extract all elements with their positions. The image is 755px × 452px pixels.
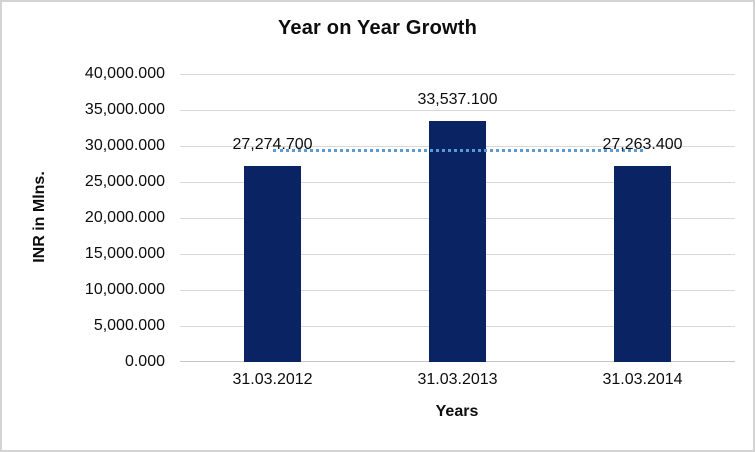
x-axis-tick-label: 31.03.2012 (232, 371, 313, 388)
bar-value-label: 33,537.100 (417, 90, 498, 108)
gridline (180, 74, 735, 75)
bar-31.03.2014 (614, 165, 671, 362)
y-axis-tick-label: 15,000.000 (84, 245, 165, 262)
bar-value-label: 27,263.400 (602, 135, 683, 153)
y-axis-tick-label: 30,000.000 (84, 137, 165, 154)
plot-area (180, 74, 735, 362)
bar-value-label: 27,274.700 (232, 135, 313, 153)
gridline (180, 110, 735, 111)
y-axis-tick-label: 5,000.000 (93, 317, 165, 334)
bar-31.03.2013 (429, 120, 486, 362)
y-axis-tick-label: 35,000.000 (84, 101, 165, 118)
x-axis-title: Years (435, 403, 479, 420)
y-axis-tick-label: 25,000.000 (84, 173, 165, 190)
y-axis-tick-label: 40,000.000 (84, 65, 165, 82)
y-axis-tick-label: 20,000.000 (84, 209, 165, 226)
y-axis-tick-label: 0.000 (124, 353, 165, 370)
bar-31.03.2012 (244, 165, 301, 362)
x-axis-tick-label: 31.03.2014 (602, 371, 683, 388)
y-axis-tick-label: 10,000.000 (84, 281, 165, 298)
chart-title: Year on Year Growth (277, 17, 478, 39)
x-axis-tick-label: 31.03.2013 (417, 371, 498, 388)
trendline (272, 149, 643, 153)
